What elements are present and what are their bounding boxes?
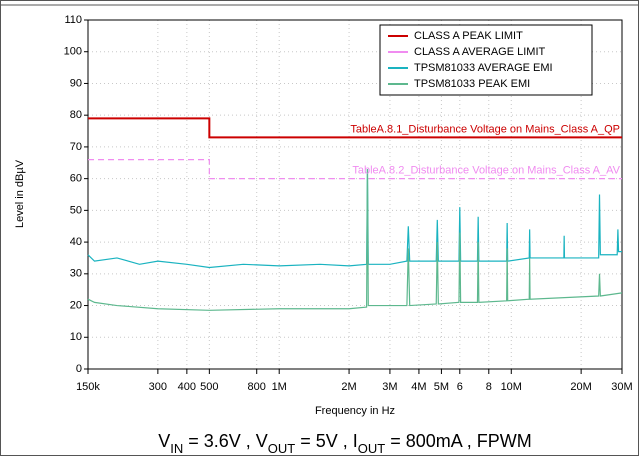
y-tick-label: 10 — [70, 331, 82, 343]
caption-part: OUT — [358, 441, 386, 456]
series-line — [87, 169, 623, 311]
y-tick-label: 70 — [70, 141, 82, 153]
y-tick-label: 30 — [70, 268, 82, 280]
y-tick-label: 100 — [64, 46, 82, 58]
caption-part: = 800mA , FPWM — [385, 431, 532, 451]
y-tick-label: 60 — [70, 173, 82, 185]
y-axis-label: Level in dBµV — [14, 159, 26, 228]
caption-part: IN — [170, 441, 183, 456]
caption-part: = 5V , I — [295, 431, 358, 451]
x-tick-label: 10M — [501, 381, 522, 393]
series-line — [88, 117, 622, 139]
legend-label: CLASS A AVERAGE LIMIT — [414, 46, 546, 58]
x-tick-label: 20M — [570, 381, 591, 393]
legend-label: TPSM81033 PEAK EMI — [414, 78, 530, 90]
x-tick-label: 6 — [457, 381, 463, 393]
y-tick-label: 80 — [70, 109, 82, 121]
y-tick-label: 50 — [70, 204, 82, 216]
y-tick-label: 20 — [70, 299, 82, 311]
x-tick-label: 150k — [76, 381, 100, 393]
x-tick-label: 5M — [434, 381, 449, 393]
x-tick-label: 8 — [486, 381, 492, 393]
legend-label: TPSM81033 AVERAGE EMI — [414, 62, 553, 74]
x-tick-label: 2M — [341, 381, 356, 393]
y-tick-label: 110 — [64, 14, 82, 26]
annotation: TableA.8.2_Disturbance Voltage on Mains_… — [352, 165, 620, 177]
y-tick-label: 0 — [76, 363, 82, 375]
y-tick-label: 90 — [70, 77, 82, 89]
legend-label: CLASS A PEAK LIMIT — [414, 30, 523, 42]
x-axis-label: Frequency in Hz — [315, 405, 395, 417]
x-tick-label: 30M — [611, 381, 632, 393]
legend-box — [379, 24, 593, 96]
series-line — [88, 159, 622, 180]
x-tick-label: 1M — [272, 381, 287, 393]
annotation: TableA.8.1_Disturbance Voltage on Mains_… — [350, 123, 620, 135]
plot-area — [87, 19, 623, 370]
caption-part: V — [158, 431, 170, 451]
x-tick-label: 300 — [149, 381, 167, 393]
series-line — [87, 169, 622, 269]
x-tick-label: 3M — [382, 381, 397, 393]
y-tick-label: 40 — [70, 236, 82, 248]
caption: VIN = 3.6V , VOUT = 5V , IOUT = 800mA , … — [158, 431, 532, 456]
x-tick-label: 500 — [200, 381, 218, 393]
caption-part: = 3.6V , V — [183, 431, 268, 451]
x-tick-label: 400 — [178, 381, 196, 393]
x-tick-label: 4M — [411, 381, 426, 393]
x-tick-label: 800 — [248, 381, 266, 393]
caption-part: OUT — [268, 441, 296, 456]
